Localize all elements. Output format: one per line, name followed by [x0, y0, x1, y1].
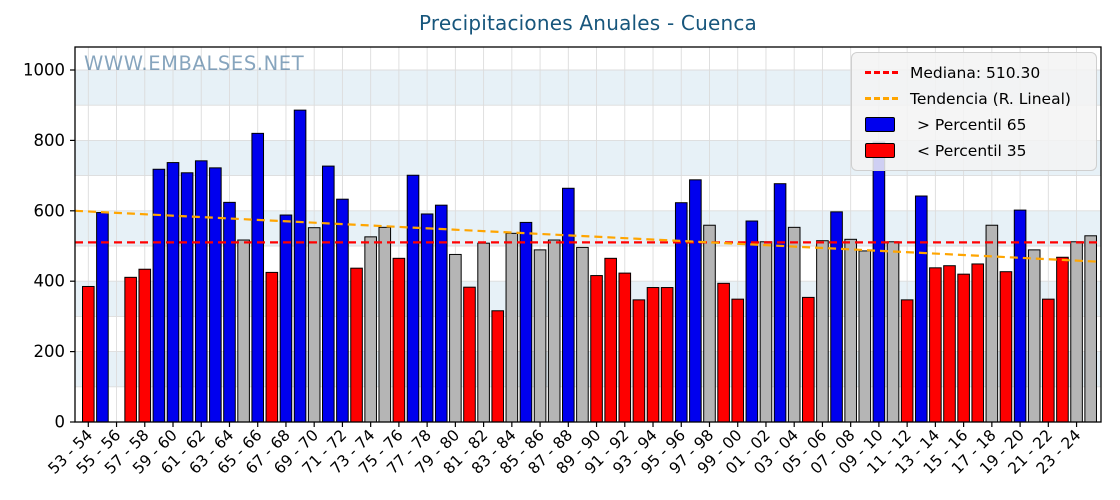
bar [237, 239, 250, 423]
bar [1070, 241, 1083, 423]
bar [1084, 235, 1097, 423]
bar [689, 179, 702, 423]
legend-item-median: Mediana: 510.30 [865, 62, 1084, 83]
legend-item-trend: Tendencia (R. Lineal) [865, 88, 1084, 109]
bar [929, 267, 942, 423]
bar [562, 187, 575, 423]
trend-line [74, 209, 1102, 263]
bar [96, 212, 109, 423]
legend-label-trend: Tendencia (R. Lineal) [910, 89, 1071, 108]
bar [745, 220, 759, 423]
bar [985, 224, 999, 423]
bar [265, 271, 279, 423]
p65-blue-swatch [865, 117, 895, 132]
bar [660, 287, 674, 423]
bar [505, 232, 519, 423]
bar [674, 202, 688, 423]
y-tick-label: 800 [34, 131, 66, 150]
bar [82, 285, 95, 423]
y-tick-label: 400 [34, 272, 66, 291]
bar [731, 298, 745, 423]
bar [872, 141, 886, 423]
bar [759, 241, 773, 423]
bar [463, 286, 476, 423]
bar [787, 226, 801, 423]
median-dashed-line-swatch [865, 71, 898, 74]
bar [336, 198, 349, 423]
bar [646, 287, 660, 423]
y-tick-label: 600 [34, 201, 66, 220]
bar [223, 201, 236, 423]
bar [194, 160, 208, 423]
bar [477, 242, 490, 423]
legend-item-p65: > Percentil 65 [865, 114, 1084, 135]
watermark: WWW.EMBALSES.NET [84, 52, 305, 75]
bar [491, 310, 505, 423]
bar [632, 299, 646, 423]
trend-dashed-line-swatch [865, 97, 898, 100]
bar [209, 167, 222, 423]
bar [547, 239, 561, 423]
bar [350, 267, 363, 423]
bar [816, 240, 829, 423]
y-tick-label: 1000 [23, 61, 65, 80]
bar [703, 224, 716, 423]
bar [914, 195, 928, 423]
bar [420, 213, 434, 423]
bar [138, 268, 152, 423]
bar [1056, 256, 1069, 423]
y-tick-label: 200 [34, 342, 66, 361]
bar [943, 265, 956, 423]
bar [166, 162, 180, 423]
bar [533, 249, 547, 423]
y-tick-label: 0 [55, 413, 66, 432]
bar [364, 236, 377, 423]
bar [900, 299, 914, 423]
bar [251, 132, 265, 423]
bar [1042, 298, 1055, 423]
bar [152, 168, 166, 423]
bar [519, 221, 533, 423]
bar [717, 282, 730, 423]
legend-label-median: Mediana: 510.30 [910, 63, 1041, 82]
bar [293, 109, 307, 423]
p35-red-swatch [865, 143, 895, 158]
legend-label-p65: > Percentil 65 [917, 115, 1027, 134]
bar [307, 227, 321, 423]
bar [406, 174, 420, 423]
bar [1027, 249, 1041, 423]
axis-frame [74, 46, 1102, 423]
bar [604, 257, 617, 423]
bar [392, 257, 406, 423]
bar [434, 204, 448, 423]
bar [773, 183, 787, 423]
bar [576, 246, 589, 423]
bar [999, 271, 1013, 423]
bar [279, 214, 293, 423]
bar [971, 263, 985, 423]
chart-title: Precipitaciones Anuales - Cuenca [418, 11, 758, 35]
bar [858, 250, 872, 423]
bar [124, 276, 137, 423]
bar [180, 172, 194, 423]
bar [886, 241, 900, 423]
legend-label-p35: < Percentil 35 [917, 141, 1027, 160]
bar [618, 272, 632, 423]
bar [802, 296, 815, 423]
legend-item-p35: < Percentil 35 [865, 140, 1084, 161]
bar [378, 226, 392, 423]
bar [590, 275, 603, 423]
bar [449, 253, 462, 423]
bar [957, 273, 970, 423]
bar [844, 238, 857, 423]
legend: Mediana: 510.30 Tendencia (R. Lineal) > … [851, 52, 1097, 171]
bar [322, 165, 335, 423]
